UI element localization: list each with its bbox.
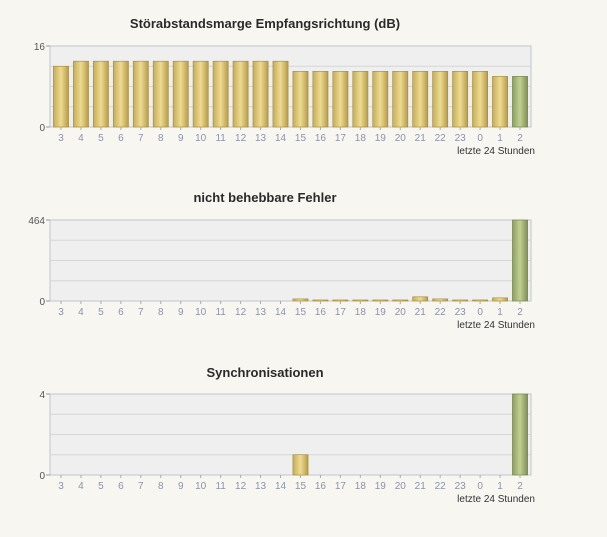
x-tick-label: 21	[415, 481, 427, 492]
x-tick-label: 23	[455, 481, 467, 492]
x-tick-label: 3	[58, 481, 64, 492]
x-tick-label: 15	[295, 307, 307, 318]
chart-footnote: letzte 24 Stunden	[457, 320, 535, 331]
x-tick-label: 12	[235, 481, 247, 492]
x-tick-label: 13	[255, 307, 267, 318]
x-tick-label: 10	[195, 307, 207, 318]
chart-plot: 043 4 5 6 7 8 9 10 11 12 13 14 15 16 17 18 19 20 21 22 23 0 1 2…	[39, 390, 535, 505]
chart-footnote: letzte 24 Stunden	[457, 494, 535, 505]
x-tick-label: 16	[315, 307, 327, 318]
x-tick-label: 7	[138, 307, 144, 318]
x-tick-label: 10	[195, 481, 207, 492]
x-tick-label: 1	[497, 133, 503, 144]
x-tick-label: 1	[497, 481, 503, 492]
x-tick-label: 9	[178, 481, 184, 492]
x-tick-label: 6	[118, 307, 124, 318]
chart-title: Synchronisationen	[206, 365, 324, 380]
y-tick-label: 0	[39, 297, 45, 308]
y-tick-label: 0	[39, 123, 45, 134]
x-tick-label: 18	[355, 133, 367, 144]
x-tick-label: 0	[477, 481, 483, 492]
x-tick-label: 8	[158, 133, 164, 144]
bar	[512, 393, 528, 476]
x-tick-label: 18	[355, 307, 367, 318]
x-tick-label: 14	[275, 133, 287, 144]
x-tick-label: 2	[517, 481, 523, 492]
x-tick-label: 6	[118, 133, 124, 144]
x-tick-label: 16	[315, 133, 327, 144]
x-tick-label: 20	[395, 307, 407, 318]
x-tick-label: 14	[275, 307, 287, 318]
x-tick-label: 21	[415, 133, 427, 144]
x-tick-label: 2	[517, 307, 523, 318]
x-tick-label: 14	[275, 481, 287, 492]
x-tick-label: 19	[375, 307, 387, 318]
x-tick-label: 13	[255, 133, 267, 144]
x-tick-label: 10	[195, 133, 207, 144]
x-tick-label: 7	[138, 133, 144, 144]
x-tick-label: 3	[58, 307, 64, 318]
x-tick-label: 11	[215, 481, 226, 492]
bar	[292, 454, 309, 476]
x-tick-label: 18	[355, 481, 367, 492]
x-tick-label: 22	[435, 133, 447, 144]
x-tick-label: 4	[78, 133, 84, 144]
x-tick-label: 4	[78, 307, 84, 318]
x-tick-label: 22	[435, 481, 447, 492]
x-tick-label: 23	[455, 133, 467, 144]
chart-title: Störabstandsmarge Empfangsrichtung (dB)	[129, 16, 401, 31]
x-tick-label: 21	[415, 307, 427, 318]
x-tick-label: 9	[178, 133, 184, 144]
x-tick-label: 20	[395, 133, 407, 144]
x-tick-label: 22	[435, 307, 447, 318]
x-tick-label: 17	[335, 133, 347, 144]
x-tick-label: 0	[477, 133, 483, 144]
x-tick-label: 15	[295, 133, 307, 144]
x-tick-label: 19	[375, 133, 387, 144]
chart-title: nicht behebbare Fehler	[193, 190, 337, 205]
x-tick-label: 4	[78, 481, 84, 492]
x-tick-label: 20	[395, 481, 407, 492]
x-tick-label: 9	[178, 307, 184, 318]
x-tick-label: 8	[158, 307, 164, 318]
x-tick-label: 11	[215, 307, 226, 318]
x-tick-label: 23	[455, 307, 467, 318]
x-tick-label: 16	[315, 481, 327, 492]
x-tick-label: 15	[295, 481, 307, 492]
x-tick-label: 7	[138, 481, 144, 492]
x-tick-label: 6	[118, 481, 124, 492]
x-tick-label: 12	[235, 307, 247, 318]
x-tick-label: 8	[158, 481, 164, 492]
x-tick-label: 5	[98, 307, 104, 318]
x-tick-label: 13	[255, 481, 267, 492]
chart-footnote: letzte 24 Stunden	[457, 146, 535, 157]
y-tick-label: 0	[39, 471, 45, 482]
x-tick-label: 17	[335, 481, 347, 492]
y-tick-label: 4	[39, 390, 45, 401]
y-tick-label: 464	[28, 216, 45, 227]
x-tick-label: 2	[517, 133, 523, 144]
x-tick-label: 5	[98, 133, 104, 144]
x-tick-label: 19	[375, 481, 387, 492]
y-tick-label: 16	[34, 42, 46, 53]
x-tick-label: 1	[497, 307, 503, 318]
x-tick-label: 17	[335, 307, 347, 318]
x-tick-label: 0	[477, 307, 483, 318]
x-tick-label: 11	[215, 133, 226, 144]
x-tick-label: 3	[58, 133, 64, 144]
x-tick-label: 12	[235, 133, 247, 144]
x-tick-label: 5	[98, 481, 104, 492]
